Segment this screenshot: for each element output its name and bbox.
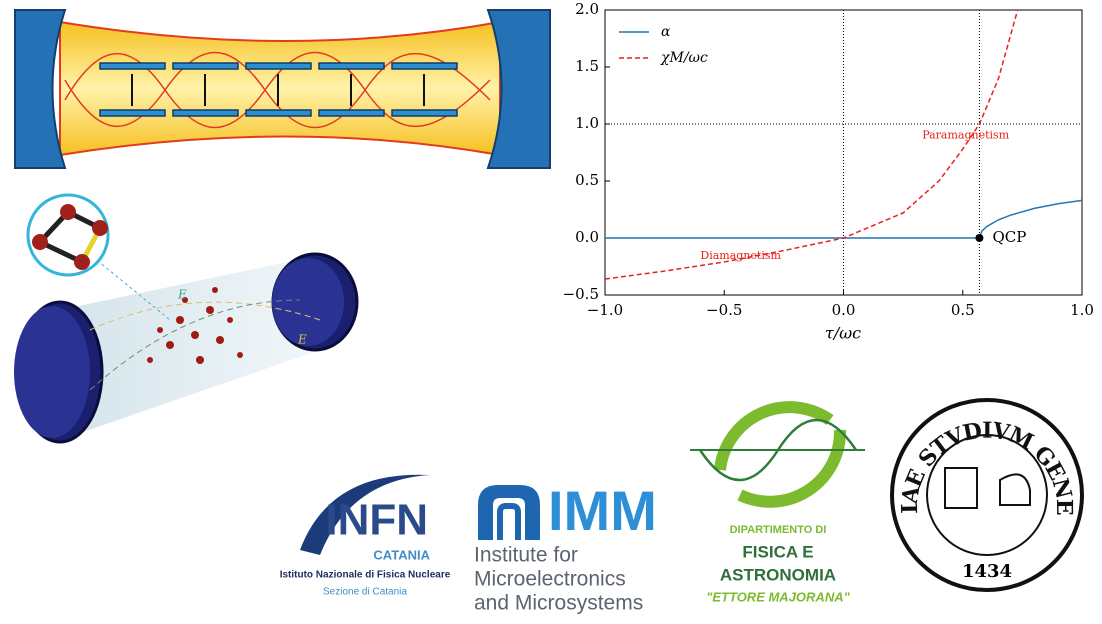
imm-line: Microelectronics bbox=[474, 568, 626, 591]
dfa-line: ASTRONOMIA bbox=[720, 565, 836, 584]
mirror bbox=[486, 9, 551, 169]
imm-logo: IMM Institute for Microelectronics and M… bbox=[474, 479, 657, 615]
dfa-logo: DIPARTIMENTO DI FISICA E ASTRONOMIA "ETT… bbox=[690, 401, 865, 604]
mirror-face bbox=[272, 258, 344, 346]
dfa-line: "ETTORE MAJORANA" bbox=[706, 589, 850, 604]
atoms bbox=[32, 204, 108, 270]
seal-shield bbox=[944, 467, 978, 509]
imm-line: Institute for bbox=[474, 544, 578, 567]
molecule-illustration: E E bbox=[14, 193, 359, 444]
dipoles bbox=[99, 62, 458, 117]
x-tick-label: 1.0 bbox=[1070, 301, 1094, 319]
tube bbox=[60, 255, 320, 440]
x-tick-label: 0.0 bbox=[832, 301, 856, 319]
seal-ring bbox=[926, 434, 1048, 556]
point-label: QCP bbox=[992, 228, 1026, 246]
x-tick-label: −0.5 bbox=[706, 301, 742, 319]
mirror-face bbox=[14, 306, 90, 438]
arrows bbox=[131, 74, 425, 106]
dfa-ring bbox=[714, 401, 834, 471]
imm-symbol bbox=[497, 503, 521, 540]
y-tick-label: 0.5 bbox=[575, 171, 599, 189]
annotation: Diamagnetism bbox=[700, 249, 781, 262]
field-label: E bbox=[177, 288, 187, 302]
legend-label: χM/ωc bbox=[660, 50, 708, 66]
legend-label: α bbox=[661, 24, 671, 40]
dfa-ring bbox=[737, 429, 847, 508]
point bbox=[975, 234, 984, 242]
infn-name: INFN bbox=[325, 496, 428, 545]
chart: τ/ωc −1.0 −0.5 0.0 0.5 1.0−0.50.00.51.01.52.… bbox=[563, 0, 1094, 343]
cavity-illustration bbox=[14, 9, 551, 169]
x-tick-label: 0.5 bbox=[951, 301, 975, 319]
y-tick-label: 1.5 bbox=[575, 57, 599, 75]
seal-ring bbox=[890, 398, 1084, 592]
dfa-wave bbox=[698, 418, 858, 482]
imm-name: IMM bbox=[548, 479, 657, 542]
infn-city: CATANIA bbox=[373, 547, 430, 562]
y-tick-label: 2.0 bbox=[575, 0, 599, 18]
beam bbox=[59, 20, 501, 157]
wave bbox=[64, 51, 491, 129]
seal-elephant bbox=[999, 473, 1031, 506]
series-line bbox=[604, 9, 1019, 280]
y-tick-label: −0.5 bbox=[563, 285, 599, 303]
molecules bbox=[147, 287, 243, 364]
mirror bbox=[14, 9, 67, 169]
series-line bbox=[605, 199, 1083, 239]
field-label: E bbox=[297, 333, 307, 347]
infn-section: Sezione di Catania bbox=[323, 587, 407, 598]
y-tick-label: 0.0 bbox=[575, 228, 599, 246]
field bbox=[89, 299, 301, 391]
x-tick-label: −1.0 bbox=[587, 301, 623, 319]
imm-symbol bbox=[478, 485, 540, 540]
field bbox=[89, 301, 321, 331]
dfa-line: FISICA E bbox=[742, 542, 813, 561]
seal-year: 1434 bbox=[962, 561, 1012, 582]
x-axis-label: τ/ωc bbox=[825, 324, 861, 343]
infn-logo: INFN CATANIA Istituto Nazionale di Fisic… bbox=[280, 474, 451, 598]
swoosh bbox=[300, 474, 430, 555]
annotation: Paramagnetism bbox=[922, 128, 1009, 141]
infn-full-name: Istituto Nazionale di Fisica Nucleare bbox=[280, 570, 451, 581]
dfa-line: DIPARTIMENTO DI bbox=[730, 524, 827, 536]
y-tick-label: 1.0 bbox=[575, 114, 599, 132]
imm-line: and Microsystems bbox=[474, 592, 643, 615]
